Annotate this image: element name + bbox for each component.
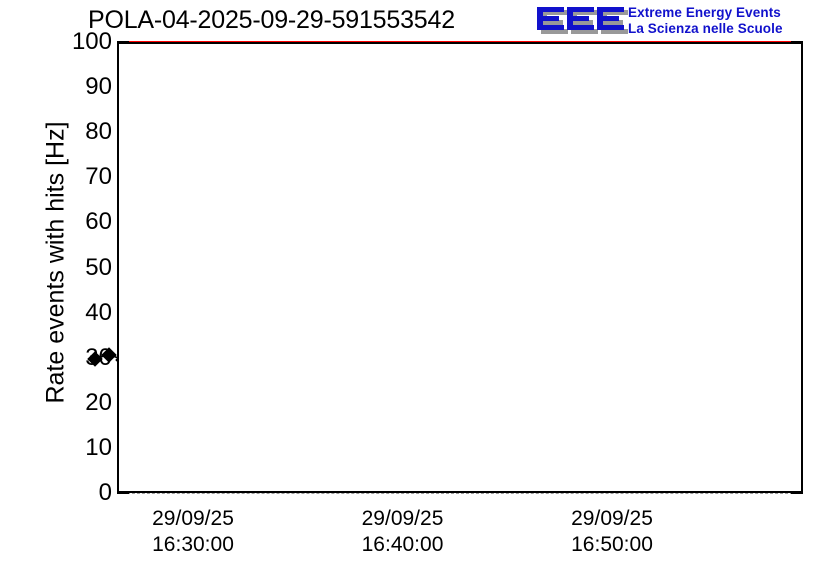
y-tick-label-20: 20 [85,388,112,416]
x-tick-label-time: 16:30:00 [152,533,234,556]
eee-logo-line1: Extreme Energy Events [628,5,781,20]
x-tick-label-1: 29/09/25 16:40:00 [362,506,444,558]
y-tick-label-10: 10 [85,433,112,461]
y-gridline-0 [117,493,803,494]
x-tick-label-time: 16:50:00 [571,533,653,556]
y-tick-label-40: 40 [85,298,112,326]
page-title: POLA-04-2025-09-29-591553542 [88,6,455,34]
y-tick-right-0 [791,492,803,494]
y-tick-label-100: 100 [71,28,112,55]
y-tick-label-90: 90 [85,73,112,101]
eee-logo-text: Extreme Energy Events La Scienza nelle S… [628,5,783,37]
x-tick-label-0: 29/09/25 16:30:00 [152,506,234,558]
eee-logo-mark [537,7,628,34]
y-tick-label-60: 60 [85,208,112,236]
y-axis-tick-labels: 0102030405060708090100 [0,28,112,506]
x-tick-label-time: 16:40:00 [361,533,444,556]
eee-logo-line2: La Scienza nelle Scuole [628,21,783,36]
y-tick-0 [117,492,129,494]
plot-frame [117,42,803,493]
y-tick-label-50: 50 [85,253,112,281]
x-tick-label-date: 29/09/25 [361,507,444,530]
y-tick-label-80: 80 [85,118,112,146]
eee-logo: Extreme Energy Events La Scienza nelle S… [536,4,836,42]
x-tick-label-date: 29/09/25 [571,507,653,530]
x-tick-label-date: 29/09/25 [152,507,234,530]
y-tick-label-70: 70 [85,163,112,191]
y-tick-label-0: 0 [98,479,112,506]
x-tick-label-2: 29/09/25 16:50:00 [571,506,653,558]
